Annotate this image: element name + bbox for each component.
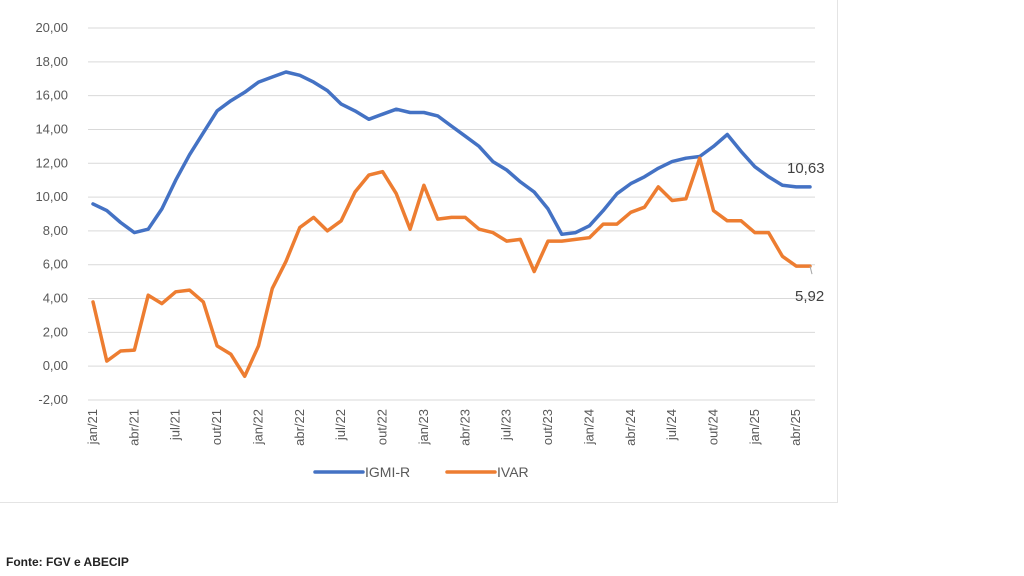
y-tick-label: 4,00 [43, 291, 68, 306]
x-tick-label: jan/21 [85, 409, 100, 445]
x-tick-label: abr/23 [457, 409, 472, 446]
y-tick-label: 16,00 [35, 88, 68, 103]
line-chart: 20,00 18,00 16,00 14,00 12,00 10,00 8,00 6,00 4,… [35, 20, 825, 480]
x-tick-label: abr/22 [292, 409, 307, 446]
x-tick-label: out/22 [375, 409, 390, 445]
x-tick-label: out/21 [209, 409, 224, 445]
x-tick-label: jul/23 [499, 409, 514, 441]
x-tick-label: out/23 [540, 409, 555, 445]
source-note: Fonte: FGV e ABECIP [6, 555, 129, 569]
x-tick-label: jan/25 [747, 409, 762, 445]
x-tick-label: jan/23 [416, 409, 431, 445]
series-line-ivar [91, 156, 812, 379]
y-tick-label: 18,00 [35, 54, 68, 69]
y-tick-label: 20,00 [35, 20, 68, 35]
y-tick-label: 14,00 [35, 121, 68, 136]
leader-line [809, 265, 813, 275]
y-tick-label: 8,00 [43, 223, 68, 238]
x-tick-label: abr/24 [623, 409, 638, 446]
x-tick-label: out/24 [705, 409, 720, 445]
legend-label: IGMI-R [365, 464, 410, 480]
y-tick-label: -2,00 [38, 392, 68, 407]
y-tick-label: 10,00 [35, 189, 68, 204]
y-tick-label: 12,00 [35, 155, 68, 170]
x-tick-label: jan/24 [581, 409, 596, 445]
chart-area: 20,00 18,00 16,00 14,00 12,00 10,00 8,00 6,00 4,… [0, 0, 838, 503]
x-tick-label: abr/25 [788, 409, 803, 446]
y-tick-label: 0,00 [43, 358, 68, 373]
x-tick-label: jul/24 [664, 409, 679, 441]
x-tick-label: abr/21 [126, 409, 141, 446]
y-tick-label: 2,00 [43, 324, 68, 339]
x-tick-label: jan/22 [250, 409, 265, 445]
y-tick-label: 6,00 [43, 257, 68, 272]
series-line-igmi-r [91, 70, 812, 237]
data-label-ivar: 5,92 [795, 288, 824, 305]
x-tick-label: jul/22 [333, 409, 348, 441]
data-label-igmi-r: 10,63 [787, 160, 825, 177]
x-tick-label: jul/21 [168, 409, 183, 441]
legend-label: IVAR [497, 464, 529, 480]
